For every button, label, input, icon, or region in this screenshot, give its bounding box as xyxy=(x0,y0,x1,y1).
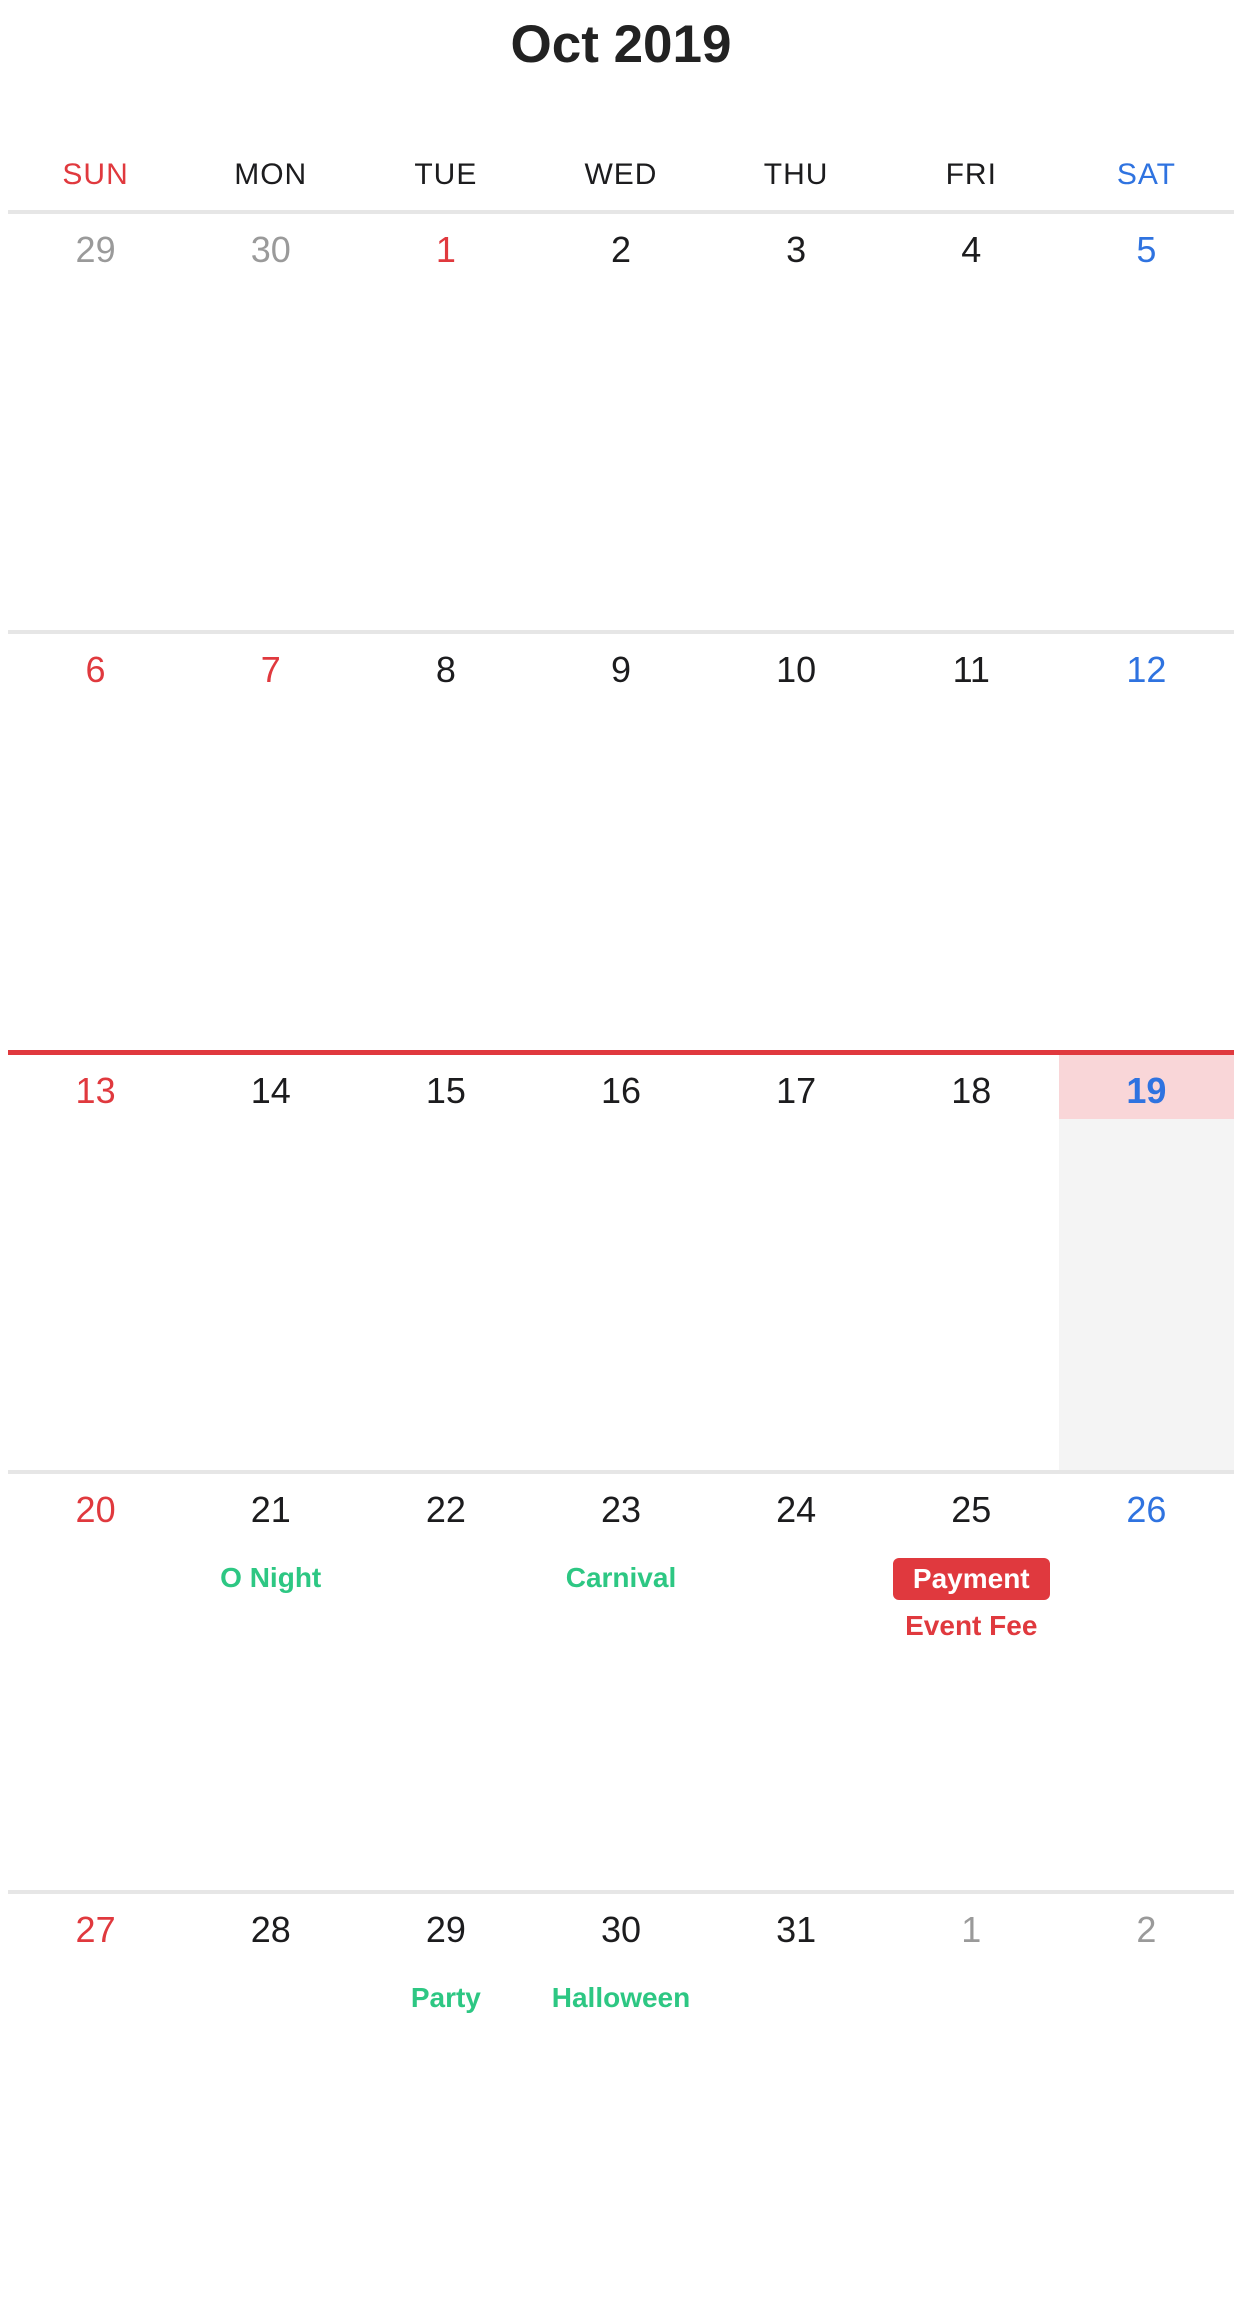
day-number: 1 xyxy=(435,229,456,270)
day-cell[interactable]: 10 xyxy=(709,634,884,1050)
day-number: 24 xyxy=(776,1489,817,1530)
day-cell[interactable]: 6 xyxy=(8,634,183,1050)
day-cell[interactable]: 26 xyxy=(1059,1474,1234,1890)
day-cell[interactable]: 16 xyxy=(533,1055,708,1470)
day-number: 25 xyxy=(951,1489,992,1530)
day-cell[interactable]: 15 xyxy=(358,1055,533,1470)
day-cell[interactable]: 24 xyxy=(709,1474,884,1890)
event-carnival[interactable]: Carnival xyxy=(565,1562,677,1593)
day-cell[interactable]: 20 xyxy=(8,1474,183,1890)
month-title[interactable]: Oct 2019 xyxy=(510,15,732,74)
event-list: O Night xyxy=(183,1558,358,1598)
event-payment[interactable]: Payment xyxy=(892,1558,1050,1600)
day-cell[interactable]: 22 xyxy=(358,1474,533,1890)
day-cell[interactable]: 28 xyxy=(183,1894,358,2310)
day-number: 23 xyxy=(600,1489,642,1530)
day-cell[interactable]: 14 xyxy=(183,1055,358,1470)
day-number: 5 xyxy=(1136,229,1157,270)
day-number: 28 xyxy=(250,1909,291,1950)
day-cell[interactable]: 4 xyxy=(884,214,1059,630)
weekday-label-sun: SUN xyxy=(62,158,129,191)
weekday-label-sat: SAT xyxy=(1116,158,1176,191)
weekday-label-fri: FRI xyxy=(945,158,997,191)
day-number: 26 xyxy=(1126,1489,1167,1530)
day-number: 17 xyxy=(776,1070,817,1111)
day-number: 21 xyxy=(250,1489,291,1530)
day-cell[interactable]: 29 Party xyxy=(358,1894,533,2310)
week-row: 20 21 O Night 22 23 Carnival 24 25 Payment Event … xyxy=(8,1470,1234,1890)
event-party[interactable]: Party xyxy=(410,1982,481,2013)
day-cell[interactable]: 17 xyxy=(709,1055,884,1470)
calendar-grid: 29 30 1 2 3 4 5 6 7 8 9 10 11 12 13 14 15 16 17 18 19 20 21 O N… xyxy=(8,210,1234,2310)
day-number: 3 xyxy=(786,229,807,270)
day-cell[interactable]: 2 xyxy=(1059,1894,1234,2310)
event-list: Halloween xyxy=(533,1978,708,2018)
day-cell[interactable]: 30 Halloween xyxy=(533,1894,708,2310)
day-number: 14 xyxy=(250,1070,291,1111)
day-cell-today[interactable]: 19 xyxy=(1058,1055,1234,1470)
day-cell[interactable]: 7 xyxy=(183,634,358,1050)
day-cell[interactable]: 12 xyxy=(1059,634,1234,1050)
day-cell[interactable]: 13 xyxy=(8,1055,183,1470)
day-number: 16 xyxy=(600,1070,642,1111)
week-row: 6 7 8 9 10 11 12 xyxy=(8,630,1234,1050)
day-number: 29 xyxy=(425,1909,466,1950)
day-number: 1 xyxy=(961,1909,982,1950)
day-cell[interactable]: 8 xyxy=(358,634,533,1050)
day-number: 27 xyxy=(75,1909,116,1950)
day-cell[interactable]: 1 xyxy=(884,1894,1059,2310)
day-number: 13 xyxy=(75,1070,116,1111)
day-cell[interactable]: 29 xyxy=(8,214,183,630)
event-list: Carnival xyxy=(533,1558,708,1598)
day-number: 11 xyxy=(952,649,990,690)
current-week-row: 13 14 15 16 17 18 19 xyxy=(8,1050,1234,1470)
day-number: 6 xyxy=(85,649,106,690)
event-o-night[interactable]: O Night xyxy=(220,1562,322,1593)
weekday-label-wed: WED xyxy=(584,158,658,191)
day-number: 30 xyxy=(600,1909,642,1950)
day-number: 31 xyxy=(776,1909,817,1950)
day-number: 30 xyxy=(250,229,291,270)
day-number: 15 xyxy=(425,1070,466,1111)
day-cell[interactable]: 3 xyxy=(709,214,884,630)
day-number: 9 xyxy=(610,649,631,690)
day-cell[interactable]: 5 xyxy=(1059,214,1234,630)
day-number: 12 xyxy=(1126,649,1167,690)
day-cell[interactable]: 27 xyxy=(8,1894,183,2310)
day-number: 10 xyxy=(776,649,817,690)
day-number: 2 xyxy=(610,229,631,270)
day-number: 22 xyxy=(425,1489,466,1530)
day-cell[interactable]: 18 xyxy=(884,1055,1059,1470)
day-number: 2 xyxy=(1136,1909,1157,1950)
event-event-fee[interactable]: Event Fee xyxy=(905,1610,1038,1641)
day-number: 20 xyxy=(75,1489,116,1530)
day-cell[interactable]: 1 xyxy=(358,214,533,630)
event-halloween[interactable]: Halloween xyxy=(551,1982,691,2013)
week-row: 27 28 29 Party 30 Halloween 31 1 2 xyxy=(8,1890,1234,2310)
day-cell[interactable]: 2 xyxy=(533,214,708,630)
week-row: 29 30 1 2 3 4 5 xyxy=(8,210,1234,630)
day-number: 7 xyxy=(260,649,281,690)
day-cell[interactable]: 30 xyxy=(183,214,358,630)
day-number: 19 xyxy=(1058,1055,1234,1119)
day-number: 29 xyxy=(75,229,116,270)
day-number: 18 xyxy=(951,1070,992,1111)
weekday-label-tue: TUE xyxy=(414,158,478,191)
weekday-label-mon: MON xyxy=(234,158,308,191)
day-cell[interactable]: 21 O Night xyxy=(183,1474,358,1890)
day-number: 8 xyxy=(435,649,456,690)
event-list: Party xyxy=(358,1978,533,2018)
weekday-header: SUN MON TUE WED THU FRI SAT xyxy=(8,158,1234,194)
day-cell[interactable]: 9 xyxy=(533,634,708,1050)
day-cell[interactable]: 11 xyxy=(884,634,1059,1050)
day-cell[interactable]: 23 Carnival xyxy=(533,1474,708,1890)
weekday-label-thu: THU xyxy=(763,158,829,191)
day-cell[interactable]: 25 Payment Event Fee xyxy=(884,1474,1059,1890)
day-number: 4 xyxy=(961,229,982,270)
day-cell[interactable]: 31 xyxy=(709,1894,884,2310)
event-list: Payment Event Fee xyxy=(884,1558,1059,1646)
